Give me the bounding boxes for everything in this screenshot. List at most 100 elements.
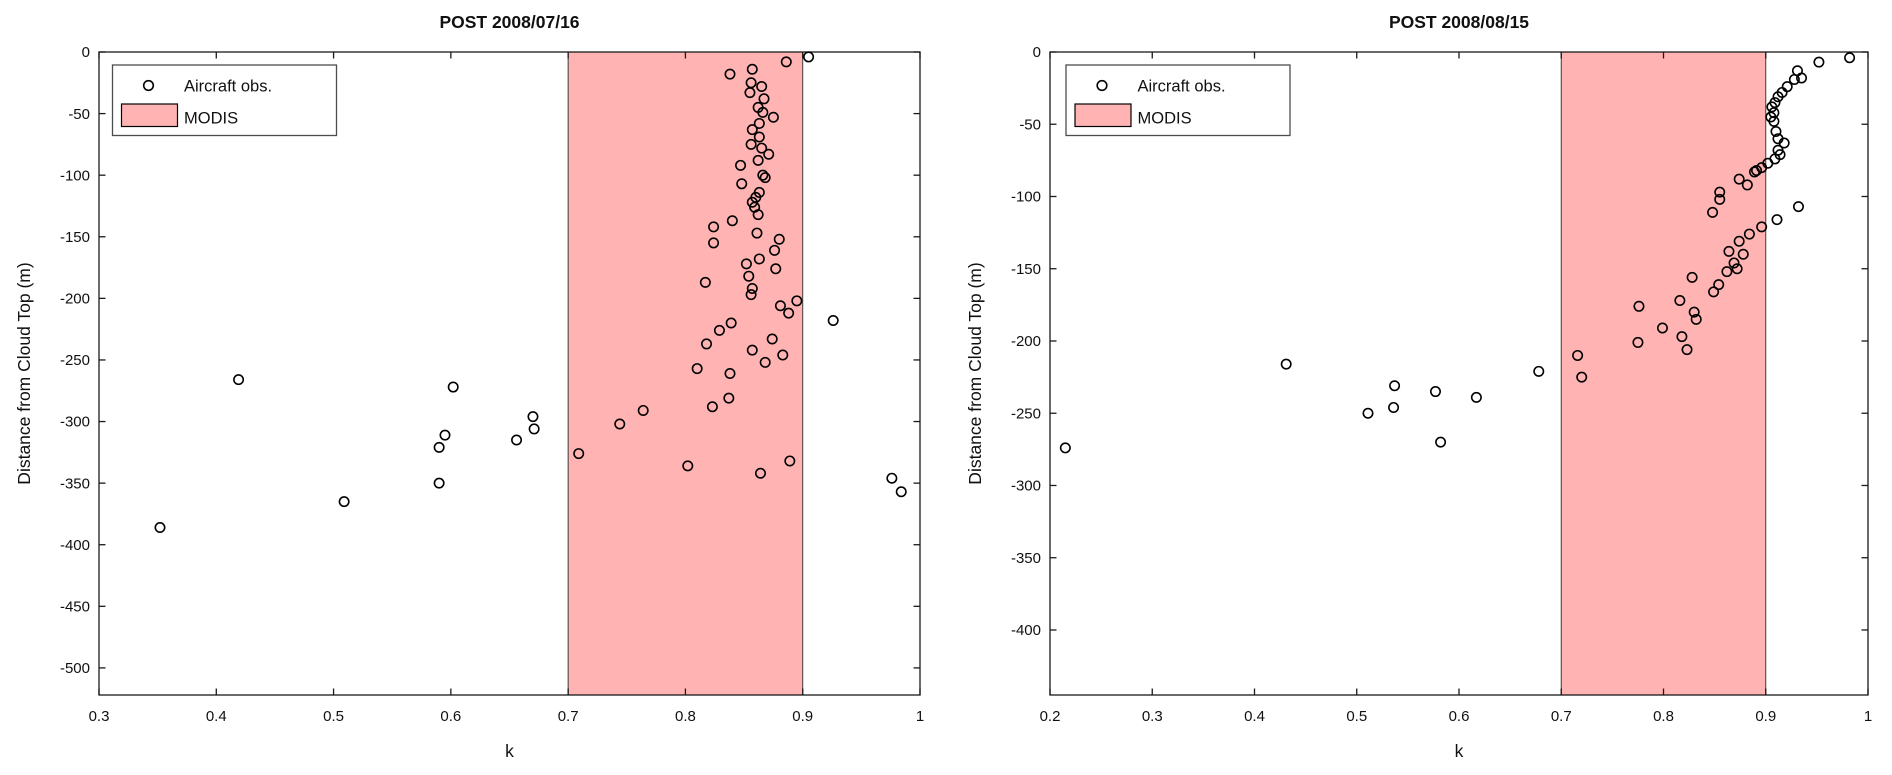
data-point bbox=[752, 154, 764, 166]
x-tick-label: 0.2 bbox=[1040, 708, 1061, 725]
data-point bbox=[753, 253, 765, 265]
y-tick-label: 0 bbox=[1033, 44, 1041, 61]
x-tick-label: 0.8 bbox=[1653, 708, 1674, 725]
data-point bbox=[757, 169, 769, 181]
x-tick-label: 0.5 bbox=[1346, 708, 1367, 725]
legend: Aircraft obs. MODIS bbox=[1065, 64, 1291, 137]
data-point bbox=[1844, 52, 1856, 64]
axes-box bbox=[98, 51, 921, 696]
data-point bbox=[754, 467, 766, 479]
data-point bbox=[752, 209, 764, 221]
x-tick-label: 0.6 bbox=[440, 708, 461, 725]
data-point bbox=[1362, 407, 1374, 419]
data-point bbox=[744, 87, 756, 99]
x-tick-label: 1 bbox=[916, 708, 924, 725]
data-point bbox=[1688, 306, 1700, 318]
y-tick-label: -150 bbox=[1011, 261, 1041, 278]
data-point bbox=[1713, 279, 1725, 291]
data-point bbox=[746, 124, 758, 136]
data-point bbox=[735, 159, 747, 171]
y-tick-label: -50 bbox=[1019, 116, 1041, 133]
data-point bbox=[1733, 173, 1745, 185]
data-point bbox=[753, 117, 765, 129]
legend-label-modis: MODIS bbox=[1138, 110, 1192, 128]
x-tick-label: 1 bbox=[1864, 708, 1872, 725]
data-point bbox=[803, 51, 815, 63]
data-point bbox=[759, 356, 771, 368]
legend-label-modis: MODIS bbox=[184, 110, 238, 128]
data-point bbox=[1708, 286, 1720, 298]
x-tick-label: 0.6 bbox=[1449, 708, 1470, 725]
data-point bbox=[895, 486, 907, 498]
data-point bbox=[1771, 214, 1783, 226]
data-point bbox=[1633, 300, 1645, 312]
data-point bbox=[773, 233, 785, 245]
x-tick-label: 0.5 bbox=[323, 708, 344, 725]
data-point bbox=[745, 289, 757, 301]
data-point bbox=[746, 63, 758, 75]
data-point bbox=[770, 263, 782, 275]
data-point bbox=[713, 324, 725, 336]
chart-left: 0.3 0.4 0.5 0.6 0.7 0.8 0.9 1 0 -50 -100 -150 -200 -2… bbox=[14, 12, 924, 761]
scatter-series bbox=[1059, 52, 1856, 454]
data-point bbox=[724, 367, 736, 379]
x-tick-label: 0.8 bbox=[675, 708, 696, 725]
data-point bbox=[1770, 125, 1782, 137]
data-point bbox=[1721, 266, 1733, 278]
y-tick-label: -200 bbox=[1011, 333, 1041, 350]
x-tick-label: 0.9 bbox=[1755, 708, 1776, 725]
x-tick-label: 0.4 bbox=[1244, 708, 1265, 725]
x-tick-label: 0.9 bbox=[792, 708, 813, 725]
y-tick-label: -300 bbox=[1011, 478, 1041, 495]
data-point bbox=[511, 434, 523, 446]
data-point bbox=[759, 172, 771, 184]
data-point bbox=[827, 315, 839, 327]
y-tick-label: -100 bbox=[1011, 189, 1041, 206]
data-point bbox=[1714, 186, 1726, 198]
y-tick-label: -250 bbox=[1011, 405, 1041, 422]
data-point bbox=[433, 477, 445, 489]
y-axis-label: Distance from Cloud Top (m) bbox=[14, 262, 34, 484]
data-point bbox=[706, 401, 718, 413]
data-point bbox=[1778, 137, 1790, 149]
data-point bbox=[1681, 344, 1693, 356]
data-point bbox=[743, 270, 755, 282]
data-point bbox=[774, 300, 786, 312]
data-point bbox=[528, 423, 540, 435]
data-point bbox=[1435, 436, 1447, 448]
legend-label-aircraft: Aircraft obs. bbox=[1138, 78, 1226, 96]
y-tick-label: -400 bbox=[1011, 622, 1041, 639]
data-point bbox=[736, 178, 748, 190]
data-point bbox=[1774, 149, 1786, 161]
data-point bbox=[1632, 336, 1644, 348]
data-point bbox=[1813, 56, 1825, 68]
x-axis-label: k bbox=[505, 741, 514, 761]
data-point bbox=[1533, 365, 1545, 377]
data-point bbox=[1389, 380, 1401, 392]
chart-title: POST 2008/07/16 bbox=[439, 12, 579, 32]
data-point bbox=[1674, 295, 1686, 307]
data-point bbox=[1756, 221, 1768, 233]
chart-right: 0.2 0.3 0.4 0.5 0.6 0.7 0.8 0.9 1 0 -50 -100 -150 -20… bbox=[965, 12, 1872, 761]
data-point bbox=[758, 93, 770, 105]
data-point bbox=[1743, 228, 1755, 240]
data-point bbox=[1733, 235, 1745, 247]
modis-band bbox=[1560, 51, 1767, 696]
data-point bbox=[1686, 271, 1698, 283]
data-point bbox=[766, 333, 778, 345]
legend-label-aircraft: Aircraft obs. bbox=[184, 78, 272, 96]
data-point bbox=[1707, 206, 1719, 218]
data-point bbox=[1690, 313, 1702, 325]
data-point bbox=[1572, 349, 1584, 361]
y-tick-label: -450 bbox=[60, 599, 90, 616]
y-tick-label: -50 bbox=[68, 106, 90, 123]
data-point bbox=[708, 237, 720, 249]
legend-marker-icon bbox=[142, 79, 155, 92]
data-point bbox=[614, 418, 626, 430]
data-point bbox=[701, 338, 713, 350]
data-point bbox=[746, 283, 758, 295]
data-point bbox=[746, 344, 758, 356]
y-tick-label: -350 bbox=[60, 475, 90, 492]
data-point bbox=[1737, 248, 1749, 260]
